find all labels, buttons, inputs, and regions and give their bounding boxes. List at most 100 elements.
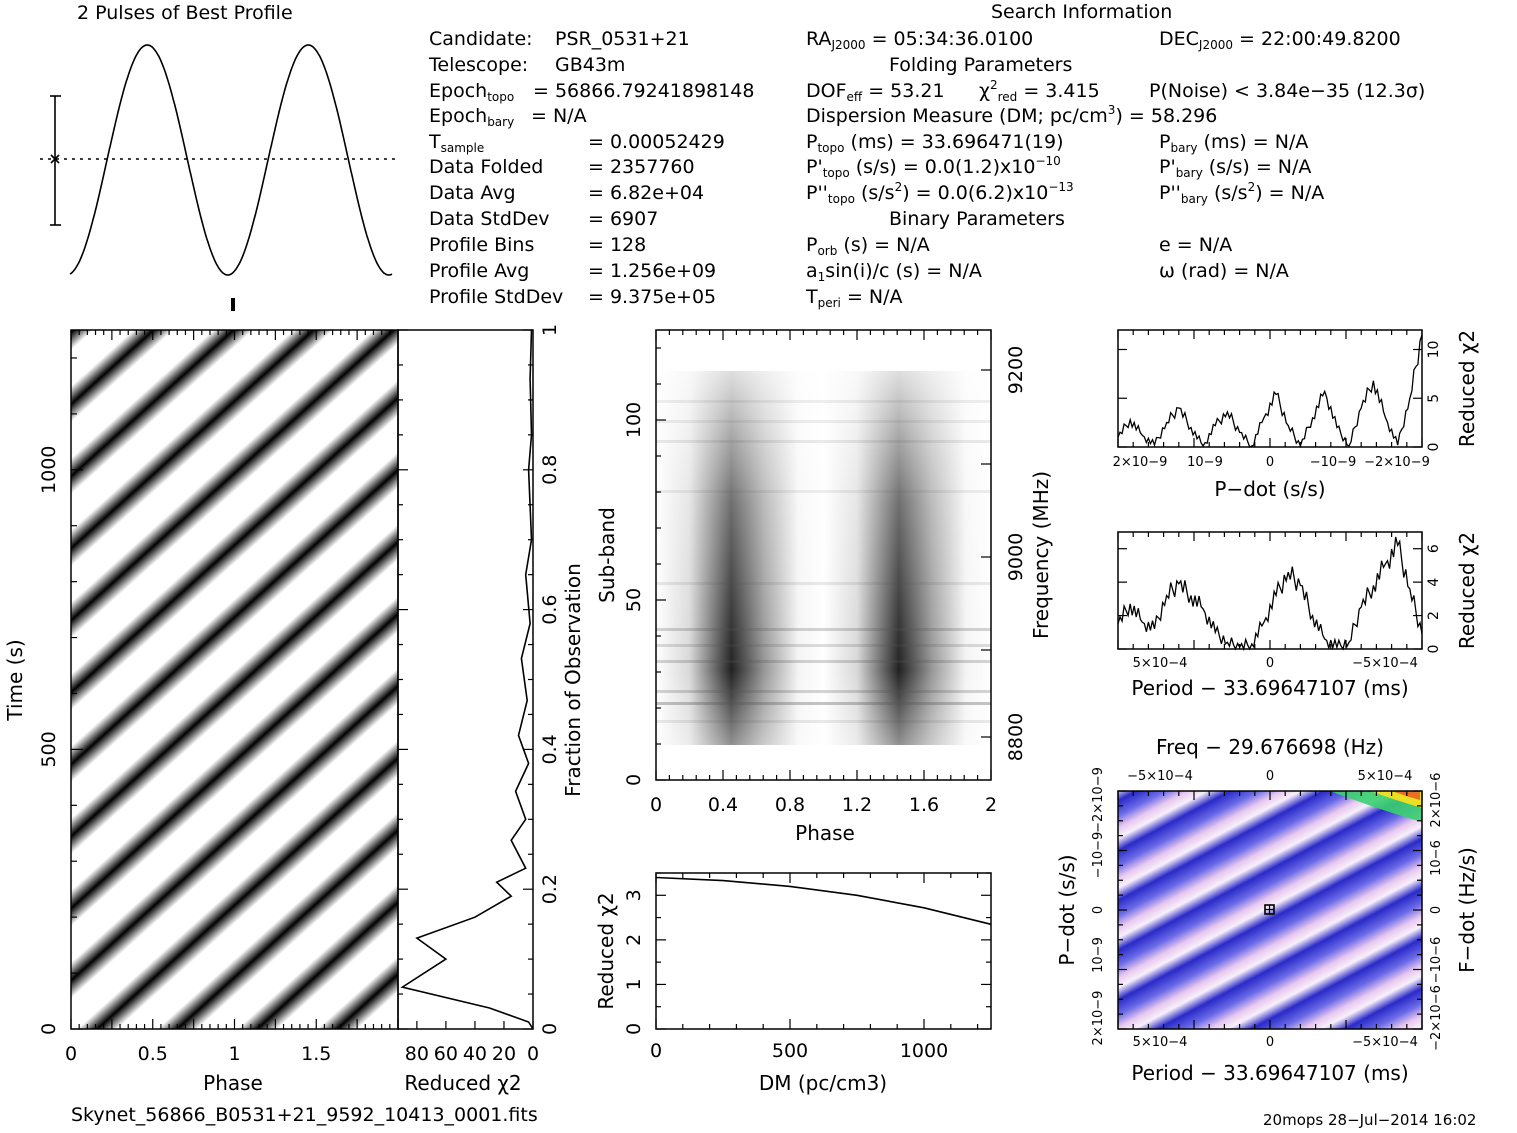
info-value: = 6907 (588, 208, 659, 230)
subband-plot: 0 0.4 0.8 1.2 1.6 2 0 50 100 8800 9000 9200 Phase Sub… (595, 329, 1053, 845)
y-tick-label: 2 (1426, 611, 1442, 620)
freq-tick-label: −5×10−4 (1127, 769, 1193, 784)
chi2-tick-label: 3 (623, 889, 645, 901)
fdot-tick-label: 2×10−6 (1429, 773, 1444, 828)
dof-line: DOFeff = 53.21 (806, 80, 945, 104)
phase-tick-label: 1.6 (909, 794, 939, 816)
x-tick-label: 10−9 (1187, 455, 1223, 470)
dm-tick-label: 1000 (900, 1040, 948, 1062)
fraction-ylabel: Fraction of Observation (561, 563, 585, 797)
ra-line: RAJ2000 = 05:34:36.0100 (806, 28, 1034, 52)
subband-tick-label: 50 (623, 588, 645, 612)
subband-row (656, 490, 991, 493)
fdot-tick-label: −10−6 (1429, 937, 1444, 984)
profile-title: 2 Pulses of Best Profile (77, 2, 293, 24)
period-tick-label: 0 (1266, 1035, 1274, 1050)
ppdot-title: Freq − 29.676698 (Hz) (1156, 735, 1384, 759)
x-tick-label: 0 (1266, 455, 1274, 470)
fdot-tick-label: −2×10−6 (1429, 985, 1444, 1051)
phase-tick-label: 0 (65, 1043, 77, 1065)
phase-tick-label: 0.8 (775, 794, 805, 816)
period-chi2-plot: 0 2 4 6 5×10−4 0 −5×10−4 Period − 33.69647107 (… (1117, 531, 1479, 700)
x-axis-label: P−dot (s/s) (1214, 477, 1325, 501)
info-label: Epochtopo (429, 80, 515, 104)
subband-ylabel: Sub-band (595, 507, 619, 603)
tperi-line: Tperi = N/A (806, 286, 903, 310)
dm-ticks (655, 872, 991, 1030)
subband-row (656, 420, 991, 423)
time-phase-ylabel: Time (s) (3, 639, 27, 721)
info-label: Profile StdDev (429, 286, 564, 308)
info-value: = 0.00052429 (588, 131, 725, 153)
subband-rows (656, 400, 991, 723)
fraction-tick-label: 0.8 (539, 455, 561, 485)
time-tick-label: 500 (38, 731, 60, 767)
x-tick-label: −2×10−9 (1364, 455, 1430, 470)
info-label: Profile Avg (429, 260, 530, 282)
porb-line: Porb (s) = N/A (806, 234, 930, 258)
footer-stamp: 20mops 28−Jul−2014 16:02 (1263, 1111, 1477, 1129)
pdot-labels: 0 5 10 2×10−9 10−9 0 −10−9 −2×10−9 P−dot (s/s) Re… (1113, 330, 1479, 501)
info-value: GB43m (555, 54, 626, 76)
profile-line (69, 44, 393, 276)
subband-row (656, 582, 991, 585)
dm-chi2-line (655, 876, 992, 926)
x-axis-label: Period − 33.69647107 (ms) (1131, 676, 1408, 700)
x-tick-label: 5×10−4 (1133, 656, 1188, 671)
phase-tick-label: 0.4 (708, 794, 738, 816)
info-label: Telescope: (429, 54, 529, 76)
info-value: = 2357760 (588, 156, 695, 178)
subband-row (656, 440, 991, 443)
y-axis-label: Reduced χ2 (1455, 330, 1479, 447)
info-label: Data StdDev (429, 208, 550, 230)
y-tick-label: 6 (1426, 544, 1442, 553)
time-phase-ticks (70, 330, 399, 1030)
ppdot-ticks (1117, 790, 1423, 1030)
pdot-tick-label: 10−9 (1091, 937, 1106, 973)
subband-tick-label: 0 (623, 774, 645, 786)
info-value: = 128 (588, 234, 647, 256)
chi2-tick-label: 80 (405, 1043, 429, 1065)
pdot-chi2-plot: 0 5 10 2×10−9 10−9 0 −10−9 −2×10−9 P−dot (s/s) Re… (1113, 329, 1479, 501)
frequency-ylabel: Frequency (MHz) (1029, 471, 1053, 639)
profile-plot (40, 44, 398, 311)
freq-tick-label: 9200 (1005, 346, 1027, 394)
time-phase-xlabel: Phase (203, 1071, 263, 1095)
info-value: = 6.82e+04 (588, 182, 705, 204)
y-tick-label: 0 (1426, 443, 1442, 452)
phase-tick-label: 1 (228, 1043, 240, 1065)
subband-row (656, 628, 991, 631)
info-label: Data Avg (429, 182, 516, 204)
dm-ylabel: Reduced χ2 (594, 892, 618, 1009)
y-tick-label: 0 (1426, 645, 1442, 654)
ppdot-xlabel: Period − 33.69647107 (ms) (1131, 1061, 1408, 1085)
subband-ticks (655, 330, 992, 781)
profile-errorbar (50, 95, 61, 226)
subband-row (656, 720, 991, 723)
subband-xlabel: Phase (795, 821, 855, 845)
pdot-tick-label: 2×10−9 (1091, 991, 1106, 1046)
dec-line: DECJ2000 = 22:00:49.8200 (1159, 28, 1401, 52)
time-tick-label: 0 (38, 1023, 60, 1035)
y-axis-label: Reduced χ2 (1455, 532, 1479, 649)
info-label: Candidate: (429, 28, 533, 50)
dm-labels: 0 500 1000 0 1 2 3 DM (pc/cm3) Reduced χ2 (594, 889, 948, 1095)
phase-tick-label: 0 (650, 794, 662, 816)
a1sini-line: a1sin(i)/c (s) = N/A (806, 260, 982, 284)
fdot-tick-label: 10−6 (1429, 840, 1444, 876)
period-labels: 0 2 4 6 5×10−4 0 −5×10−4 Period − 33.69647107 (… (1131, 532, 1479, 700)
pddot-topo-line: P''topo (s/s2) = 0.0(6.2)x10−13 (806, 180, 1074, 206)
freq-tick-label: 8800 (1005, 713, 1027, 761)
time-chi2-ticks (398, 329, 534, 1030)
fraction-tick-label: 0.4 (539, 734, 561, 764)
period-ticks (1117, 532, 1423, 650)
omega-line: ω (rad) = N/A (1159, 260, 1289, 282)
info-label: Epochbary (429, 105, 515, 129)
pddot-bary-line: P''bary (s/s2) = N/A (1159, 180, 1325, 206)
subband-labels: 0 0.4 0.8 1.2 1.6 2 0 50 100 8800 9000 9200 Phase Sub… (595, 346, 1053, 845)
y-tick-label: 5 (1426, 394, 1442, 403)
phase-tick-label: 0.5 (138, 1043, 168, 1065)
period-tick-label: 5×10−4 (1133, 1035, 1188, 1050)
pdot-chi2-line (1117, 334, 1423, 449)
